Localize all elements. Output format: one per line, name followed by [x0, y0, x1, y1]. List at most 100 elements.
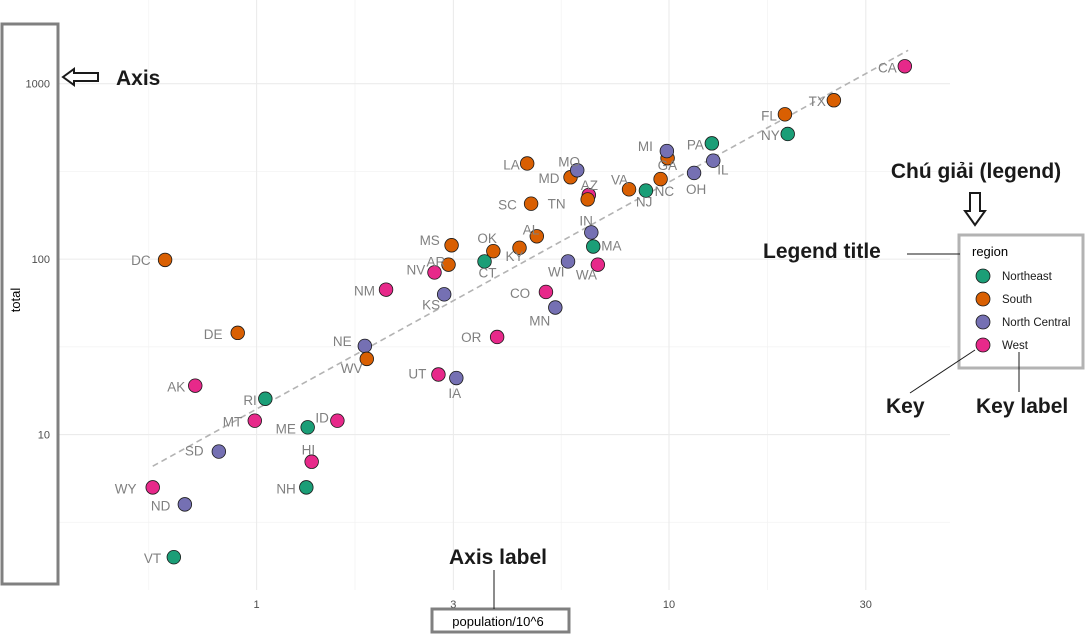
- point-label-wv: WV: [341, 361, 363, 376]
- point-label-nj: NJ: [636, 195, 653, 210]
- point-label-pa: PA: [687, 137, 704, 152]
- point-dc: [157, 252, 173, 268]
- point-label-ar: AR: [427, 255, 446, 270]
- trend-line: [152, 49, 909, 467]
- point-la: [519, 156, 535, 171]
- x-axis-title: population/10^6: [452, 614, 543, 629]
- point-ca: [897, 59, 913, 74]
- point-tx: [826, 93, 842, 108]
- legend-key-south: [975, 291, 991, 307]
- point-vt: [166, 549, 182, 565]
- point-or: [489, 329, 505, 345]
- point-tn: [580, 192, 595, 207]
- point-mn: [548, 300, 563, 315]
- point-label-de: DE: [204, 327, 223, 342]
- point-label-va: VA: [611, 172, 628, 187]
- legend-label-northeast: Northeast: [1002, 271, 1053, 283]
- point-wi: [560, 254, 576, 269]
- legend-box: [957, 233, 1085, 370]
- legend-title-annotation: Legend title: [763, 240, 881, 263]
- point-in: [584, 225, 599, 240]
- x-tick-label: 1: [254, 599, 260, 611]
- point-mo: [570, 163, 585, 178]
- point-sc: [523, 196, 539, 211]
- point-me: [300, 420, 315, 435]
- point-ak: [188, 378, 203, 393]
- point-label-me: ME: [276, 421, 296, 436]
- point-label-or: OR: [461, 330, 482, 345]
- point-label-al: AL: [523, 222, 540, 237]
- legend-items: Northeast South North Central West: [975, 268, 1070, 353]
- point-pa: [704, 136, 720, 151]
- point-label-fl: FL: [761, 108, 777, 123]
- point-label-nm: NM: [354, 284, 375, 299]
- point-ky: [512, 240, 527, 256]
- legend-key-northeast: [975, 268, 991, 284]
- axis-label-annotation: Axis label: [449, 546, 547, 569]
- point-label-hi: HI: [302, 443, 316, 458]
- point-il: [706, 153, 721, 168]
- point-co: [538, 284, 554, 300]
- point-label-ma: MA: [601, 239, 621, 254]
- point-label-nc: NC: [655, 184, 675, 199]
- point-wv: [359, 351, 374, 367]
- point-ma: [586, 239, 601, 254]
- point-label-ct: CT: [479, 265, 497, 280]
- point-nc: [653, 171, 668, 187]
- point-label-ks: KS: [422, 297, 440, 312]
- point-ny: [780, 126, 795, 142]
- point-hi: [304, 454, 319, 469]
- legend-label-south: South: [1002, 294, 1032, 306]
- point-label-ut: UT: [408, 366, 426, 381]
- point-label-sd: SD: [185, 444, 204, 459]
- key-pointer: [909, 349, 976, 394]
- point-label-id: ID: [315, 411, 329, 426]
- point-label-ak: AK: [167, 380, 185, 395]
- point-label-ok: OK: [477, 231, 497, 246]
- x-tick-label: 30: [860, 599, 872, 611]
- point-label-ri: RI: [243, 393, 257, 408]
- point-label-sc: SC: [498, 198, 517, 213]
- point-label-ky: KY: [506, 249, 524, 264]
- key-label-annotation: Key label: [976, 395, 1068, 418]
- point-va: [621, 182, 637, 197]
- x-tick-label: 3: [450, 599, 456, 611]
- point-label-il: IL: [717, 163, 729, 178]
- point-fl: [777, 107, 793, 122]
- legend-arrow-icon: [963, 192, 987, 227]
- axis-label-box: [430, 607, 571, 634]
- point-nh: [299, 480, 314, 495]
- point-label-nd: ND: [151, 498, 171, 513]
- y-axis-title: total: [8, 288, 23, 313]
- legend-label-north-central: North Central: [1002, 317, 1070, 329]
- point-mt: [247, 413, 262, 428]
- point-label-la: LA: [503, 157, 520, 172]
- point-label-az: AZ: [581, 178, 598, 193]
- point-ne: [357, 338, 373, 354]
- legend-key-north-central: [975, 314, 991, 330]
- axis-arrow-icon: [61, 67, 99, 87]
- point-label-ca: CA: [878, 60, 897, 75]
- axis-annotation: Axis: [116, 67, 160, 90]
- point-ar: [441, 257, 456, 272]
- point-label-wa: WA: [576, 268, 597, 283]
- point-labels: AL AK AZ AR CA CO CT DE DC FL GA HI ID IL IN IA KS KY LA ME…: [115, 60, 897, 566]
- point-label-dc: DC: [131, 253, 151, 268]
- point-ri: [258, 391, 273, 406]
- point-ks: [436, 287, 452, 302]
- point-label-tn: TN: [548, 196, 566, 211]
- point-ia: [449, 370, 464, 386]
- x-tick-label: 10: [663, 599, 675, 611]
- point-oh: [686, 165, 702, 181]
- data-points: [145, 59, 913, 565]
- point-id: [330, 413, 345, 428]
- legend-title: region: [972, 244, 1008, 259]
- point-nj: [638, 183, 654, 198]
- legend-label-west: West: [1002, 340, 1029, 352]
- point-label-tx: TX: [809, 94, 826, 109]
- point-mi: [659, 143, 675, 159]
- axis-highlight-box: [0, 22, 60, 586]
- point-ok: [486, 243, 501, 259]
- point-label-mn: MN: [529, 314, 550, 329]
